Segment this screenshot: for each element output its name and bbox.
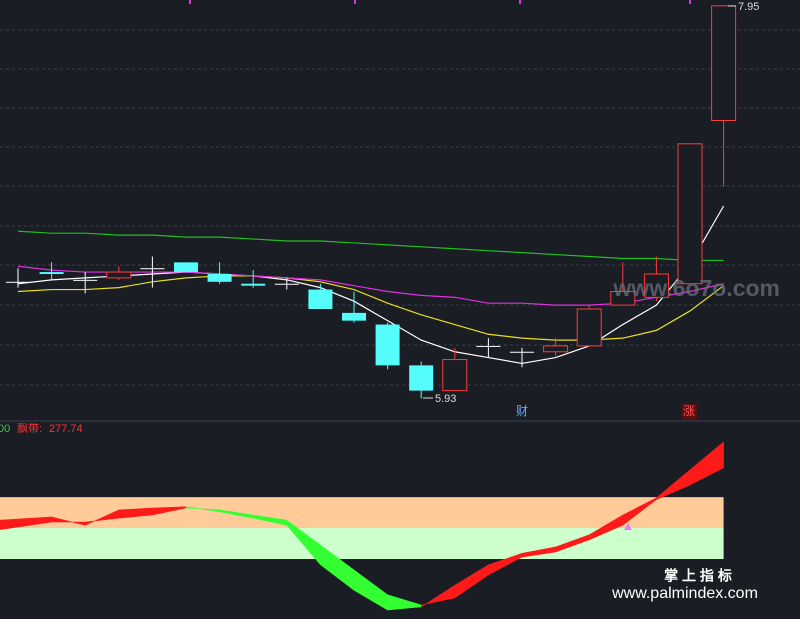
low-annotation: 5.93 <box>435 393 456 405</box>
bands <box>0 497 724 560</box>
grid <box>0 29 800 422</box>
marker-cai: 财 <box>516 404 528 418</box>
watermark: 掌 上 指 标 <box>664 568 732 584</box>
high-annotation: 7.95 <box>738 1 759 13</box>
indicator-prefix: 00 <box>0 423 10 435</box>
candle-body <box>207 274 232 282</box>
candle-body <box>375 324 400 366</box>
candle-body <box>6 281 30 283</box>
candle-body <box>308 289 333 309</box>
candle-body <box>643 273 669 298</box>
candle-body <box>409 365 434 391</box>
marker-bg <box>682 404 697 420</box>
candle-body <box>442 359 468 392</box>
candle-body <box>476 345 501 347</box>
candles <box>6 5 737 399</box>
candle-body <box>543 345 569 353</box>
candle-body <box>510 351 534 353</box>
candle-body <box>274 283 299 285</box>
marker-zhang: 涨 <box>683 403 695 418</box>
indicator-value: 277.74 <box>49 423 83 435</box>
candle-body <box>241 283 266 286</box>
candle-body <box>174 262 198 273</box>
watermark: www.6o7o.com <box>612 275 780 301</box>
candle-body <box>342 312 366 321</box>
moving-averages <box>17 205 725 365</box>
candle-body <box>677 143 703 285</box>
ma-line <box>17 275 724 341</box>
candle-body <box>140 268 165 270</box>
ribbon <box>0 441 724 611</box>
ribbon-segment <box>689 441 724 486</box>
candle-body <box>73 279 98 281</box>
ma-line <box>17 230 724 262</box>
candle-body <box>106 271 132 279</box>
ma-line <box>17 265 724 306</box>
ma-line <box>17 205 725 365</box>
candle-body <box>39 272 64 275</box>
top-ticks <box>189 0 691 4</box>
signal-marker <box>624 523 632 530</box>
candle-body <box>610 291 636 306</box>
candle-body <box>711 5 737 121</box>
band <box>0 527 724 560</box>
candle-body <box>576 308 602 347</box>
indicator-name: 飘带: <box>17 422 42 435</box>
watermark: www.palmindex.com <box>611 585 758 602</box>
